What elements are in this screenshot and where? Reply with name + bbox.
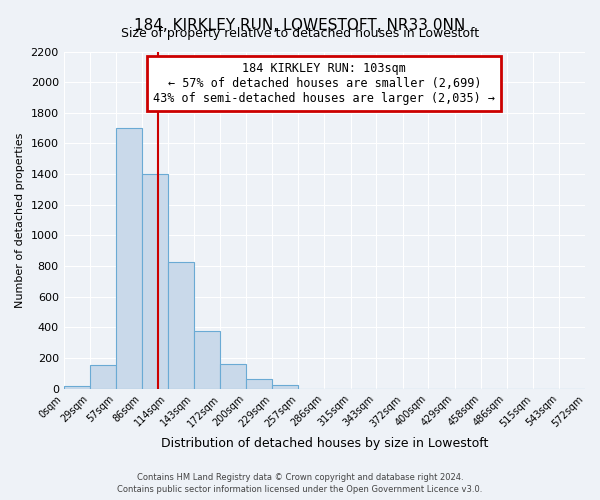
Bar — [246, 379, 272, 389]
Text: 184 KIRKLEY RUN: 103sqm
← 57% of detached houses are smaller (2,699)
43% of semi: 184 KIRKLEY RUN: 103sqm ← 57% of detache… — [154, 62, 496, 104]
Bar — [64, 386, 90, 389]
Bar — [142, 174, 167, 389]
Text: Size of property relative to detached houses in Lowestoft: Size of property relative to detached ho… — [121, 28, 479, 40]
Bar — [194, 330, 220, 389]
Bar — [220, 364, 246, 389]
Text: Contains HM Land Registry data © Crown copyright and database right 2024.
Contai: Contains HM Land Registry data © Crown c… — [118, 472, 482, 494]
X-axis label: Distribution of detached houses by size in Lowestoft: Distribution of detached houses by size … — [161, 437, 488, 450]
Bar — [167, 262, 194, 389]
Bar — [90, 365, 116, 389]
Y-axis label: Number of detached properties: Number of detached properties — [15, 132, 25, 308]
Bar — [272, 384, 298, 389]
Bar — [116, 128, 142, 389]
Text: 184, KIRKLEY RUN, LOWESTOFT, NR33 0NN: 184, KIRKLEY RUN, LOWESTOFT, NR33 0NN — [134, 18, 466, 32]
